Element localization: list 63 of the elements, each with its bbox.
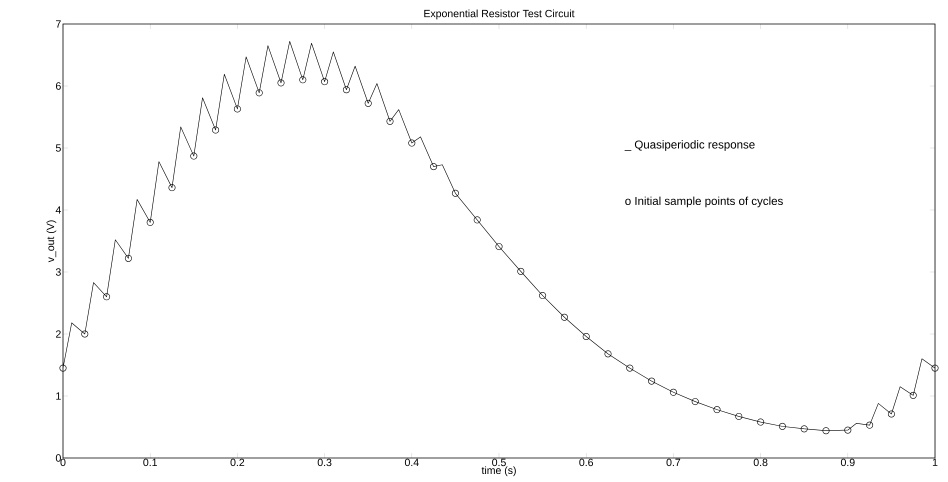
point bbox=[168, 184, 176, 192]
point bbox=[778, 422, 786, 430]
point bbox=[800, 425, 808, 432]
x-tick-label: 0.3 bbox=[318, 458, 332, 466]
chart-title: Exponential Resistor Test Circuit bbox=[424, 10, 574, 20]
point bbox=[496, 243, 503, 250]
point bbox=[278, 79, 285, 86]
point bbox=[190, 152, 198, 160]
point bbox=[408, 140, 416, 147]
y-tick-label: 4 bbox=[56, 206, 61, 214]
point bbox=[932, 364, 939, 372]
point bbox=[256, 89, 263, 96]
y-tick-label: 6 bbox=[56, 82, 61, 90]
point bbox=[560, 314, 568, 321]
point bbox=[539, 292, 546, 300]
x-tick-label: 0.6 bbox=[579, 458, 594, 466]
y-axis-title: v_out (V) bbox=[46, 220, 56, 262]
point bbox=[60, 364, 66, 372]
point bbox=[452, 190, 459, 197]
y-tick-label: 1 bbox=[56, 392, 61, 400]
point bbox=[888, 410, 895, 418]
point bbox=[626, 364, 634, 372]
point bbox=[757, 418, 764, 426]
y-tick-label: 2 bbox=[56, 330, 61, 338]
x-tick-label: 0.8 bbox=[754, 458, 768, 466]
x-tick-label: 0.7 bbox=[666, 458, 680, 466]
point bbox=[103, 293, 110, 300]
point bbox=[124, 254, 132, 262]
x-tick-label: 0.5 bbox=[492, 458, 506, 466]
point bbox=[604, 350, 612, 358]
y-tick-label: 5 bbox=[56, 144, 61, 152]
point bbox=[582, 332, 590, 340]
point bbox=[364, 100, 372, 107]
point bbox=[844, 426, 852, 434]
point bbox=[822, 427, 830, 434]
point bbox=[212, 126, 220, 134]
point bbox=[866, 422, 874, 429]
y-tick-label: 3 bbox=[56, 268, 61, 276]
point bbox=[321, 78, 328, 86]
point bbox=[692, 398, 699, 406]
annotation: _ Quasiperiodic response bbox=[624, 140, 755, 151]
x-tick-label: 1 bbox=[932, 458, 938, 466]
x-tick-label: 0.1 bbox=[143, 458, 157, 466]
point bbox=[386, 118, 394, 125]
point bbox=[299, 76, 306, 84]
x-axis-title: time (s) bbox=[482, 466, 516, 476]
point bbox=[430, 163, 438, 170]
point bbox=[910, 392, 917, 399]
x-tick-label: 0.4 bbox=[404, 458, 419, 466]
point bbox=[342, 86, 350, 94]
point bbox=[670, 388, 677, 396]
point bbox=[735, 412, 742, 420]
x-tick-label: 0.2 bbox=[230, 458, 244, 466]
annotation: o Initial sample points of cycles bbox=[625, 196, 783, 208]
point bbox=[234, 105, 241, 112]
point bbox=[714, 406, 721, 414]
y-tick-label: 7 bbox=[56, 20, 61, 28]
point bbox=[648, 378, 656, 385]
point bbox=[474, 216, 481, 224]
x-tick-label: 0.9 bbox=[840, 458, 855, 466]
point bbox=[81, 330, 88, 338]
point bbox=[146, 218, 154, 226]
point bbox=[517, 268, 524, 275]
